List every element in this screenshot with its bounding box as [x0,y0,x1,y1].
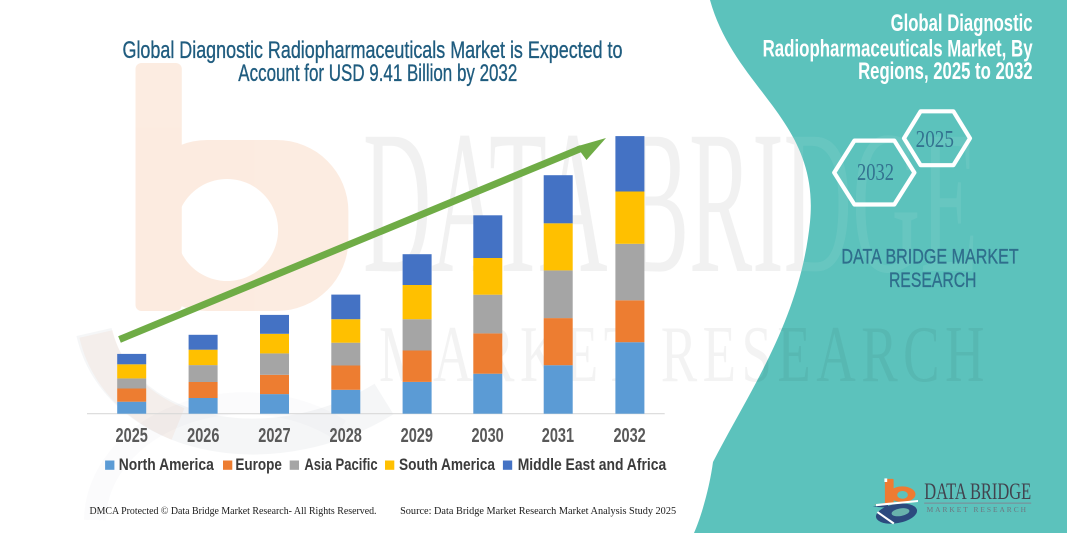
svg-text:2029: 2029 [401,425,433,447]
svg-text:South America: South America [399,456,496,474]
svg-text:Global Diagnostic: Global Diagnostic [891,10,1033,37]
svg-text:DATA BRIDGE: DATA BRIDGE [924,479,1031,505]
svg-text:2030: 2030 [471,425,503,447]
svg-text:2026: 2026 [187,425,219,447]
svg-text:Account for USD 9.41 Billion b: Account for USD 9.41 Billion by 2032 [238,60,517,87]
svg-text:DATA BRIDGE: DATA BRIDGE [363,89,978,316]
svg-text:MARKET RESEARCH: MARKET RESEARCH [379,311,990,399]
svg-text:Radiopharmaceuticals Market, B: Radiopharmaceuticals Market, By [763,35,1033,62]
svg-text:2032: 2032 [613,425,645,447]
svg-text:MARKET RESEARCH: MARKET RESEARCH [927,505,1028,514]
svg-text:2027: 2027 [258,425,290,447]
svg-text:Source: Data Bridge Market Res: Source: Data Bridge Market Research Mark… [400,505,676,517]
svg-text:2031: 2031 [542,425,574,447]
svg-text:Global Diagnostic Radiopharmac: Global Diagnostic Radiopharmaceuticals M… [123,37,623,64]
svg-text:2032: 2032 [857,159,894,186]
svg-text:Europe: Europe [235,456,282,474]
svg-text:Middle East and Africa: Middle East and Africa [518,456,667,474]
svg-text:DATA BRIDGE MARKET: DATA BRIDGE MARKET [841,245,1018,268]
svg-text:2025: 2025 [916,126,954,153]
svg-text:North America: North America [119,456,215,474]
svg-text:Regions, 2025 to 2032: Regions, 2025 to 2032 [858,58,1033,85]
svg-text:DMCA Protected © Data Bridge M: DMCA Protected © Data Bridge Market Rese… [90,505,377,517]
svg-text:2028: 2028 [330,425,362,447]
svg-text:2025: 2025 [116,425,148,447]
svg-text:Asia Pacific: Asia Pacific [304,456,377,474]
svg-text:RESEARCH: RESEARCH [889,269,977,292]
